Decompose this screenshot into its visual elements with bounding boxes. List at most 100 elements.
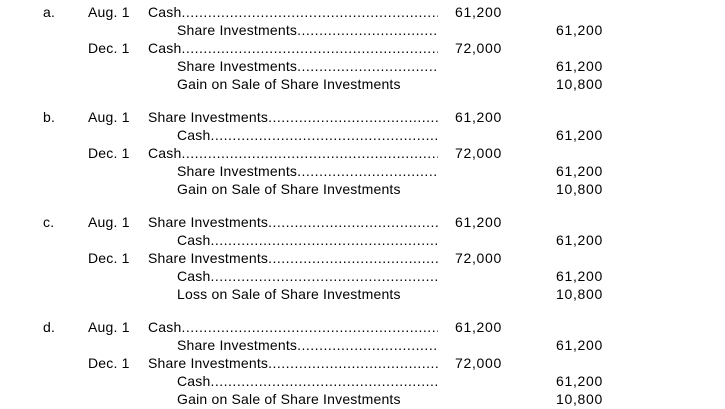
credit-amount: 61,200 [555, 373, 603, 389]
journal-line: Cash 61,200 [0, 267, 725, 285]
account-name: Loss on Sale of Share Investments [177, 286, 401, 302]
journal-line: c. Aug. 1 Share Investments 61,200 [0, 213, 725, 231]
account-name: Share Investments [177, 22, 298, 38]
entry-date [88, 75, 148, 93]
journal-line: Cash 61,200 [0, 231, 725, 249]
account-cell: Share Investments [148, 213, 438, 231]
journal-line: a. Aug. 1 Cash 61,200 [0, 3, 725, 21]
option-letter-label [43, 57, 88, 75]
debit-amount: 72,000 [454, 145, 502, 161]
entry-date [88, 126, 148, 144]
account-cell: Cash [148, 144, 438, 162]
journal-line: Cash 61,200 [0, 126, 725, 144]
entry-date [88, 57, 148, 75]
entry-date [88, 21, 148, 39]
option-letter-label [43, 75, 88, 93]
credit-amount [502, 249, 603, 267]
entry-date [88, 390, 148, 408]
dot-leader [297, 162, 438, 180]
account-name: Cash [177, 373, 211, 389]
dot-leader [297, 336, 438, 354]
entry-date: Aug. 1 [88, 4, 130, 20]
account-name: Cash [177, 232, 211, 248]
entry-date: Dec. 1 [88, 40, 130, 56]
account-cell: Cash [148, 318, 438, 336]
credit-amount [502, 108, 603, 126]
account-name: Share Investments [148, 355, 269, 371]
dot-leader [401, 285, 438, 303]
journal-line: Share Investments 61,200 [0, 57, 725, 75]
account-name: Share Investments [177, 58, 298, 74]
account-cell: Loss on Sale of Share Investments [148, 285, 438, 303]
option-letter-label: d. [43, 319, 56, 335]
journal-option-d: d. Aug. 1 Cash 61,200 Share Investments … [0, 318, 725, 408]
credit-amount: 61,200 [555, 58, 603, 74]
account-name: Share Investments [148, 109, 269, 125]
dot-leader [210, 126, 438, 144]
debit-amount [438, 126, 502, 144]
dot-leader [297, 57, 438, 75]
dot-leader [268, 213, 438, 231]
journal-line: d. Aug. 1 Cash 61,200 [0, 318, 725, 336]
option-letter-label [43, 144, 88, 162]
account-cell: Share Investments [148, 108, 438, 126]
credit-amount: 61,200 [555, 22, 603, 38]
option-letter-label [43, 249, 88, 267]
account-cell: Gain on Sale of Share Investments [148, 75, 438, 93]
entry-date: Aug. 1 [88, 214, 130, 230]
journal-line: Gain on Sale of Share Investments 10,800 [0, 390, 725, 408]
debit-amount: 72,000 [454, 355, 502, 371]
credit-amount: 61,200 [555, 268, 603, 284]
dot-leader [181, 39, 438, 57]
entry-date: Aug. 1 [88, 319, 130, 335]
account-name: Cash [177, 268, 211, 284]
debit-amount: 61,200 [454, 214, 502, 230]
journal-line: Cash 61,200 [0, 372, 725, 390]
account-cell: Cash [148, 231, 438, 249]
credit-amount [502, 354, 603, 372]
journal-option-c: c. Aug. 1 Share Investments 61,200 Cash … [0, 213, 725, 303]
option-letter-label [43, 354, 88, 372]
account-cell: Cash [148, 3, 438, 21]
account-name: Share Investments [148, 250, 269, 266]
option-letter-label: c. [43, 214, 55, 230]
account-cell: Share Investments [148, 336, 438, 354]
account-name: Gain on Sale of Share Investments [177, 76, 401, 92]
entry-date: Dec. 1 [88, 355, 130, 371]
dot-leader [210, 231, 438, 249]
entry-date [88, 180, 148, 198]
dot-leader [210, 372, 438, 390]
option-letter-label [43, 372, 88, 390]
debit-amount [438, 267, 502, 285]
debit-amount: 72,000 [454, 40, 502, 56]
option-letter-label [43, 39, 88, 57]
credit-amount: 10,800 [555, 286, 603, 302]
debit-amount: 61,200 [454, 4, 502, 20]
journal-line: b. Aug. 1 Share Investments 61,200 [0, 108, 725, 126]
account-name: Share Investments [148, 214, 269, 230]
debit-amount [438, 57, 502, 75]
journal-line: Gain on Sale of Share Investments 10,800 [0, 75, 725, 93]
entry-date [88, 162, 148, 180]
journal-line: Share Investments 61,200 [0, 336, 725, 354]
option-letter-label [43, 21, 88, 39]
account-cell: Gain on Sale of Share Investments [148, 180, 438, 198]
credit-amount: 61,200 [555, 232, 603, 248]
credit-amount [502, 144, 603, 162]
credit-amount: 61,200 [555, 337, 603, 353]
entry-date: Dec. 1 [88, 145, 130, 161]
account-name: Cash [148, 40, 182, 56]
account-cell: Gain on Sale of Share Investments [148, 390, 438, 408]
option-letter-label [43, 126, 88, 144]
journal-option-a: a. Aug. 1 Cash 61,200 Share Investments … [0, 3, 725, 93]
dot-leader [401, 75, 438, 93]
dot-leader [181, 3, 438, 21]
account-cell: Share Investments [148, 21, 438, 39]
account-cell: Cash [148, 126, 438, 144]
journal-line: Share Investments 61,200 [0, 162, 725, 180]
dot-leader [181, 144, 438, 162]
account-cell: Share Investments [148, 57, 438, 75]
dot-leader [210, 267, 438, 285]
account-cell: Cash [148, 372, 438, 390]
